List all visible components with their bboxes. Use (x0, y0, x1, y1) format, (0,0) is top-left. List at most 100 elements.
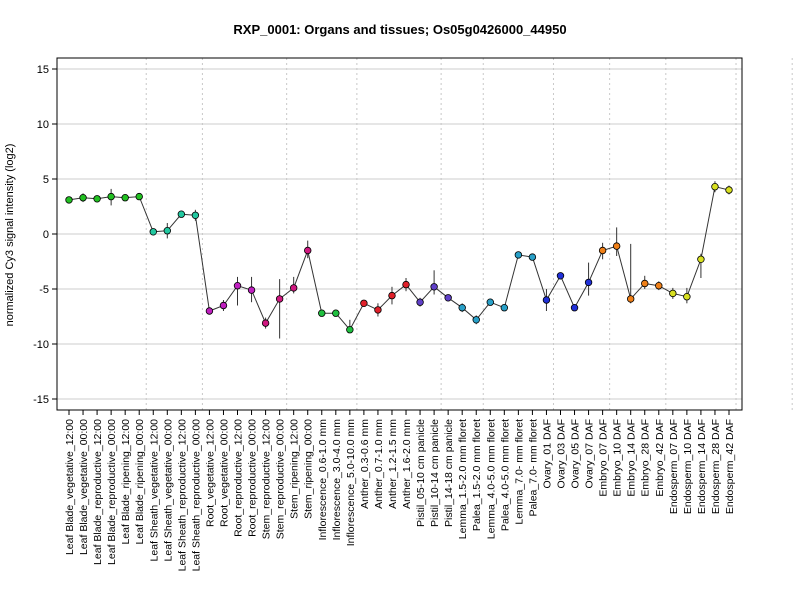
data-point (275, 295, 284, 303)
data-point (233, 282, 242, 290)
data-point (346, 326, 354, 334)
data-point (542, 296, 551, 304)
x-tick-label: Anther_1.2-1.5 mm (387, 419, 399, 509)
y-tick-label: 5 (43, 174, 49, 186)
data-point (163, 226, 171, 235)
x-tick-label: Root_vegetative_12:00 (204, 419, 216, 527)
data-point (402, 280, 410, 289)
data-point (430, 283, 438, 291)
x-tick-label: Leaf Sheath_vegetative_00:00 (162, 419, 174, 562)
data-point (388, 291, 396, 300)
data-point (486, 298, 494, 306)
x-tick-label: Lemma_7.0- mm floret (513, 419, 525, 525)
x-tick-label: Stem_reproductive_00:00 (275, 419, 287, 539)
x-tick-label: Pistil_10-14 cm panicle (429, 419, 441, 527)
x-tick-label: Ovary_07 DAF (584, 419, 596, 488)
data-point (205, 307, 214, 315)
data-point (500, 304, 509, 312)
data-point (528, 253, 537, 261)
y-axis: -15 -10 -5 0 5 10 15 (33, 64, 57, 406)
x-tick-label: Endosperm_42 DAF (724, 419, 736, 514)
data-point (711, 182, 719, 191)
x-tick-label: Inflorescence_0.6-1.0 mm (317, 419, 329, 541)
x-tick-label: Palea_1.5-2.0 mm floret (471, 419, 483, 531)
y-tick-label: -5 (39, 284, 49, 296)
data-point (289, 284, 298, 292)
data-point (374, 306, 382, 314)
data-point (135, 192, 143, 201)
x-axis: Leaf Blade_vegetative_12:00 Leaf Blade_ve… (64, 410, 736, 571)
x-tick-label: Endosperm_14 DAF (696, 419, 708, 514)
x-tick-label: Stem_reproductive_12:00 (261, 419, 273, 539)
y-tick-label: 10 (37, 119, 49, 131)
x-tick-label: Anther_1.6-2.0 mm (401, 419, 413, 509)
x-tick-label: Pistil_14-18 cm panicle (443, 419, 455, 527)
data-point (149, 228, 157, 236)
x-tick-label: Endosperm_28 DAF (710, 419, 722, 514)
plot-frame (56, 57, 743, 411)
data-point (121, 193, 129, 202)
data-point (669, 289, 677, 298)
data-point (584, 278, 593, 287)
x-tick-label: Leaf Sheath_vegetative_12:00 (148, 419, 160, 562)
x-tick-label: Lemma_1.5-2.0 mm floret (457, 419, 469, 539)
data-point (458, 304, 466, 312)
x-tick-label: Embryo_07 DAF (598, 419, 610, 497)
data-point (93, 195, 101, 203)
data-points (65, 182, 733, 334)
x-tick-label: Lemma_4.0-5.0 mm floret (485, 419, 497, 539)
chart-title: RXP_0001: Organs and tissues; Os05g04260… (233, 22, 566, 37)
x-tick-label: Root_vegetative_00:00 (218, 419, 230, 527)
data-point (444, 294, 452, 302)
data-point (177, 210, 186, 218)
data-point (641, 279, 649, 288)
data-point (725, 186, 733, 194)
x-tick-label: Embryo_10 DAF (612, 419, 624, 497)
data-point (514, 251, 523, 259)
x-tick-label: Leaf Blade_ripening_00:00 (134, 419, 146, 545)
x-tick-label: Ovary_03 DAF (555, 419, 567, 488)
x-tick-label: Endosperm_07 DAF (668, 419, 680, 514)
x-tick-label: Stem_ripening_00:00 (303, 419, 315, 519)
x-tick-label: Anther_0.7-1.0 mm (373, 419, 385, 509)
x-tick-label: Anther_0.3-0.6 mm (359, 419, 371, 509)
y-tick-label: -15 (33, 394, 49, 406)
error-bars (68, 181, 730, 339)
data-point (304, 246, 312, 255)
x-tick-label: Inflorescence_3.0-4.0 mm (331, 419, 343, 541)
data-point (472, 316, 480, 324)
x-tick-label: Inflorescence_5.0-10.0 mm (345, 419, 357, 546)
data-point (79, 193, 87, 202)
y-tick-label: 0 (43, 229, 49, 241)
x-tick-label: Embryo_14 DAF (626, 419, 638, 497)
x-tick-label: Root_reproductive_00:00 (247, 419, 259, 537)
x-tick-label: Ovary_05 DAF (570, 419, 582, 488)
x-tick-label: Embryo_28 DAF (640, 419, 652, 497)
grid-layer (57, 58, 793, 410)
x-tick-label: Stem_ripening_12:00 (289, 419, 301, 519)
data-point (416, 298, 424, 306)
data-point (360, 299, 368, 307)
data-point (261, 319, 270, 327)
data-point (219, 301, 228, 310)
data-point (556, 272, 565, 280)
data-point (247, 286, 256, 294)
data-point (65, 196, 73, 204)
data-point (683, 293, 691, 301)
data-point (332, 309, 340, 317)
x-tick-label: Palea_7.0- mm floret (527, 419, 539, 517)
x-tick-label: Pistil_05-10 cm panicle (415, 419, 427, 527)
y-tick-label: -10 (33, 339, 49, 351)
x-tick-label: Leaf Blade_ripening_12:00 (120, 419, 132, 545)
x-tick-label: Leaf Sheath_reproductive_00:00 (190, 419, 202, 572)
x-tick-label: Leaf Blade_reproductive_00:00 (106, 419, 118, 565)
y-axis-label: normalized Cy3 signal intensity (log2) (4, 144, 16, 327)
x-tick-label: Leaf Sheath_reproductive_12:00 (176, 419, 188, 572)
x-tick-label: Palea_4.0-5.0 mm floret (499, 419, 511, 531)
x-tick-label: Leaf Blade_vegetative_12:00 (64, 419, 76, 555)
x-tick-label: Embryo_42 DAF (654, 419, 666, 497)
data-point (627, 295, 635, 303)
data-point (570, 304, 579, 312)
series-line (68, 186, 730, 331)
